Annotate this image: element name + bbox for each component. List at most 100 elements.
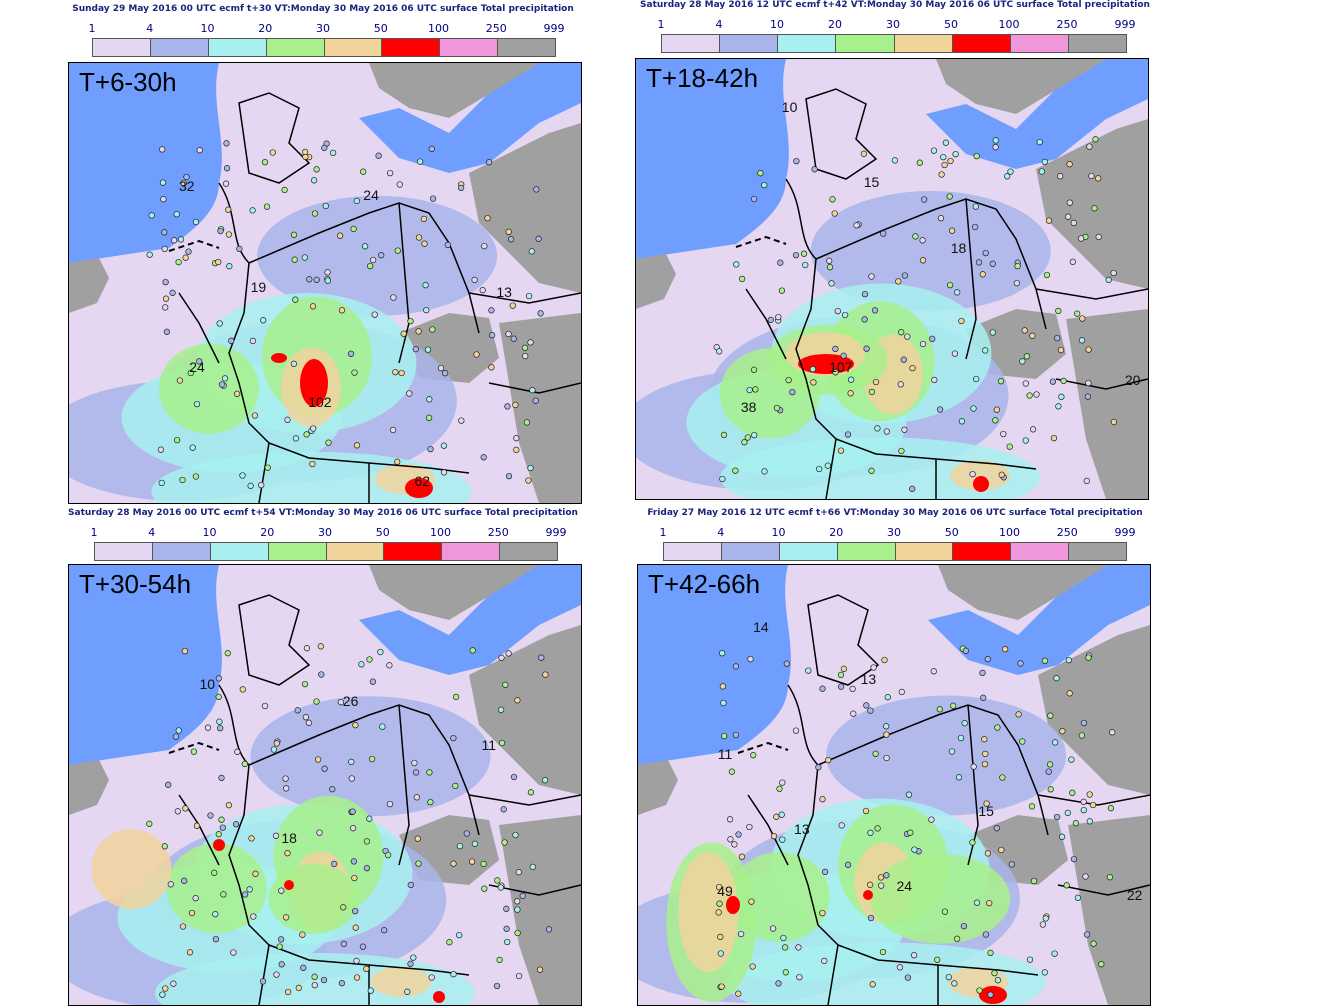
station-marker	[919, 340, 927, 348]
station-marker	[1088, 172, 1095, 180]
station-marker	[331, 860, 338, 868]
station-marker	[369, 678, 377, 685]
legend-tick-label: 1	[657, 18, 665, 31]
station-marker	[306, 276, 313, 283]
station-marker	[980, 694, 987, 701]
station-marker	[934, 956, 941, 963]
station-marker	[241, 891, 249, 898]
scandinavia	[936, 59, 1106, 114]
station-marker	[284, 988, 292, 996]
station-marker	[998, 846, 1005, 854]
station-marker	[1110, 418, 1118, 426]
station-marker	[780, 934, 787, 942]
station-marker	[1066, 690, 1073, 697]
station-marker	[993, 825, 1000, 832]
legend-swatch	[721, 543, 780, 560]
station-marker	[952, 150, 959, 158]
station-marker	[218, 816, 225, 823]
station-marker	[883, 731, 890, 738]
station-marker	[529, 387, 536, 394]
station-marker	[847, 390, 854, 397]
legend-labels: 1 4 10 20 30 50 100 250 999	[89, 22, 565, 36]
station-marker	[999, 774, 1006, 781]
station-marker	[982, 249, 989, 257]
station-marker	[407, 881, 414, 889]
station-marker	[311, 981, 318, 989]
station-marker	[348, 758, 355, 766]
station-marker	[738, 275, 746, 283]
coast-denmark	[238, 92, 311, 184]
station-marker	[941, 161, 948, 169]
station-marker	[363, 865, 371, 872]
station-marker	[348, 775, 355, 782]
station-marker	[186, 949, 194, 956]
station-marker	[417, 158, 424, 165]
station-marker	[313, 276, 320, 283]
dashed-coast	[737, 741, 789, 754]
legend-labels: 1 4 10 20 30 50 100 250 999	[660, 526, 1136, 540]
station-marker	[386, 662, 393, 669]
station-marker	[1078, 337, 1086, 344]
station-marker	[239, 686, 246, 693]
station-marker	[769, 925, 777, 932]
station-marker	[193, 400, 201, 408]
precipitation-map: T+6-30h 32 24 19 13 24 102 62	[68, 62, 582, 504]
legend-swatch	[210, 543, 269, 560]
station-marker	[173, 211, 180, 218]
station-marker	[250, 913, 257, 920]
north-sea	[638, 565, 791, 765]
scandinavia	[938, 565, 1108, 620]
station-marker	[503, 925, 510, 932]
station-marker	[509, 302, 516, 309]
precip-area	[678, 852, 739, 973]
station-marker	[179, 476, 186, 484]
legend-tick-label: 20	[828, 18, 842, 31]
station-marker	[325, 439, 332, 446]
station-marker	[951, 980, 958, 987]
station-marker	[183, 173, 190, 181]
station-marker	[860, 150, 868, 157]
station-marker	[450, 971, 457, 978]
station-marker	[161, 843, 168, 850]
station-marker	[314, 756, 322, 763]
station-marker	[826, 264, 834, 271]
station-marker	[425, 414, 433, 421]
station-marker	[911, 846, 918, 853]
station-marker	[921, 196, 928, 203]
legend-tick-label: 1	[90, 526, 98, 539]
station-marker	[800, 250, 808, 257]
station-marker	[969, 470, 976, 478]
station-marker	[361, 243, 369, 250]
station-marker	[337, 699, 345, 706]
station-marker	[907, 829, 914, 836]
station-marker	[979, 271, 986, 278]
station-marker	[719, 683, 727, 690]
station-marker	[1085, 379, 1092, 387]
station-marker	[281, 186, 288, 194]
station-marker	[1043, 271, 1051, 279]
station-marker	[329, 149, 337, 157]
east-land	[469, 625, 581, 795]
legend-swatch	[1069, 543, 1126, 560]
station-marker	[1017, 660, 1024, 667]
station-marker	[1051, 950, 1058, 957]
station-marker	[514, 898, 521, 905]
station-marker	[984, 850, 992, 857]
station-marker	[837, 447, 845, 454]
station-marker	[746, 386, 753, 394]
legend-swatch	[268, 543, 327, 560]
station-marker	[1049, 378, 1057, 385]
station-marker	[415, 860, 422, 867]
station-marker	[984, 656, 991, 663]
station-marker	[313, 698, 320, 705]
legend-tick-label: 4	[717, 526, 725, 539]
station-marker	[1080, 719, 1088, 727]
station-marker	[1023, 353, 1031, 360]
station-marker	[316, 829, 323, 836]
station-marker	[1022, 437, 1029, 444]
precip-value-label: 13	[860, 671, 877, 688]
precip-area	[870, 853, 1011, 944]
station-marker	[217, 724, 224, 732]
station-marker	[303, 431, 310, 438]
station-marker	[233, 390, 241, 397]
